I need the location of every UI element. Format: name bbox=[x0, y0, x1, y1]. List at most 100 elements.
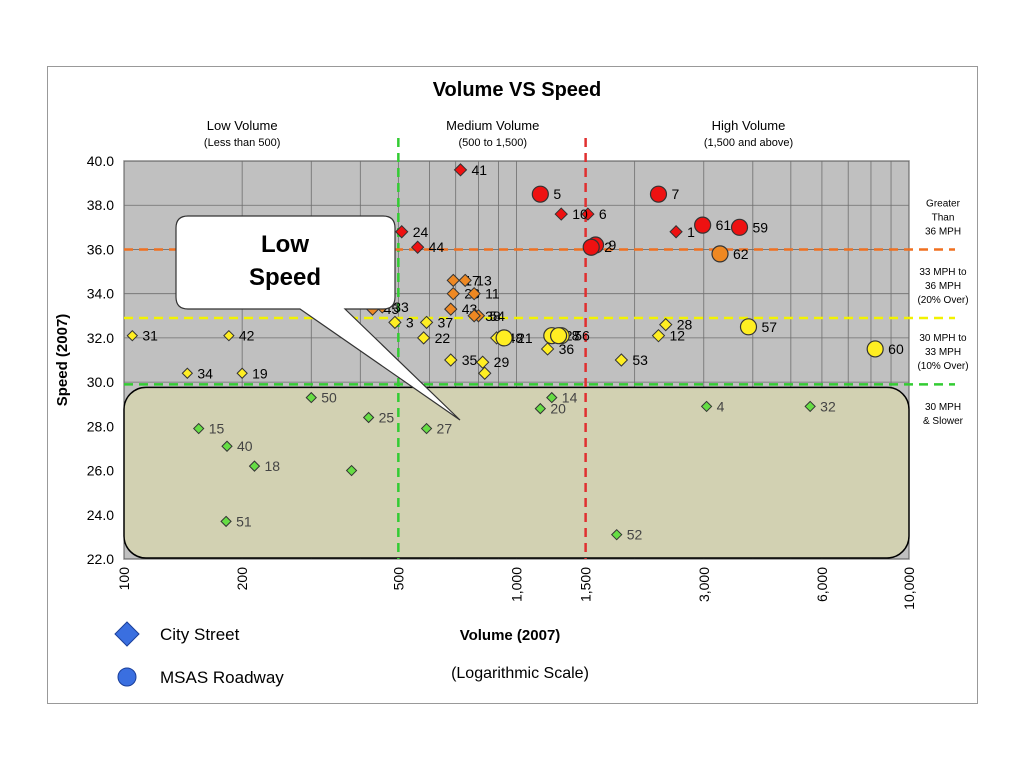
speed-zone-label: 30 MPH bbox=[925, 402, 961, 413]
legend-label: City Street bbox=[160, 625, 240, 644]
data-point-diamond bbox=[395, 225, 409, 239]
data-point-label: 27 bbox=[437, 421, 453, 437]
data-point-label: 5 bbox=[553, 186, 561, 202]
data-point-circle bbox=[549, 327, 568, 345]
data-point-label: 34 bbox=[197, 365, 213, 381]
x-tick-label: 3,000 bbox=[696, 567, 712, 602]
callout-bubble bbox=[175, 215, 461, 421]
data-point-diamond bbox=[659, 317, 673, 332]
y-tick-label: 32.0 bbox=[87, 330, 114, 346]
speed-zone-label: & Slower bbox=[923, 416, 964, 427]
volume-zone-subtitle: (1,500 and above) bbox=[704, 137, 793, 149]
data-point-label: 17 bbox=[464, 272, 480, 288]
data-point-label: 42 bbox=[239, 328, 255, 344]
speed-zone-label: 36 MPH bbox=[925, 226, 961, 237]
data-point-label: 53 bbox=[632, 352, 648, 368]
speed-zone-label: (20% Over) bbox=[917, 295, 968, 306]
data-point-label: 4 bbox=[717, 398, 725, 414]
data-point-circle bbox=[711, 245, 729, 263]
x-axis-label: Volume (2007) bbox=[460, 627, 561, 644]
data-point-circle bbox=[694, 216, 712, 234]
data-point-label: 44 bbox=[429, 239, 445, 255]
legend: City Street MSAS Roadway bbox=[114, 621, 284, 687]
data-point-diamond bbox=[220, 515, 232, 528]
data-point-diamond bbox=[388, 315, 402, 330]
x-tick-label: 100 bbox=[116, 567, 132, 591]
data-point-label: 59 bbox=[753, 219, 769, 235]
callout-text: Low bbox=[261, 231, 309, 258]
data-point-label: 15 bbox=[209, 421, 225, 437]
data-point-diamond bbox=[236, 367, 248, 379]
data-point-diamond bbox=[614, 353, 629, 367]
speed-zone-label: 36 MPH bbox=[925, 281, 961, 292]
y-tick-label: 38.0 bbox=[87, 197, 114, 213]
volume-zone-title: Medium Volume bbox=[446, 118, 539, 133]
plot-area: 22.0 24.0 26.0 28.0 30.0 32.0 34.0 36.0 38.0 40.0… bbox=[87, 118, 969, 610]
data-point-label: 9 bbox=[609, 237, 617, 253]
speed-zone-label: 30 MPH to bbox=[919, 333, 967, 344]
data-point-diamond bbox=[458, 273, 472, 288]
data-point-label: 50 bbox=[321, 390, 337, 406]
data-point-diamond bbox=[446, 286, 460, 301]
data-point-diamond bbox=[420, 422, 433, 435]
data-point-diamond bbox=[192, 422, 205, 435]
x-tick-label: 200 bbox=[234, 567, 250, 591]
y-tick-label: 28.0 bbox=[87, 418, 114, 434]
data-point-label: 25 bbox=[379, 409, 395, 425]
data-point-diamond bbox=[419, 315, 434, 330]
data-point-diamond bbox=[305, 391, 317, 404]
data-point-label: 8 bbox=[572, 328, 580, 344]
y-tick-label: 36.0 bbox=[87, 241, 114, 257]
data-point-circle bbox=[649, 185, 668, 203]
y-tick-label: 30.0 bbox=[87, 374, 114, 390]
data-point-diamond bbox=[453, 163, 468, 177]
volume-zone-title: Low Volume bbox=[207, 118, 278, 133]
data-point-label: 13 bbox=[476, 272, 492, 288]
data-point-label: 54 bbox=[489, 308, 505, 324]
chart-title: Volume VS Speed bbox=[433, 79, 602, 101]
data-point-label: 18 bbox=[264, 458, 280, 474]
data-point-label: 20 bbox=[550, 401, 566, 417]
y-tick-label: 40.0 bbox=[87, 153, 114, 169]
data-point-diamond bbox=[540, 342, 555, 356]
x-tick-label: 1,500 bbox=[578, 567, 594, 602]
data-point-diamond bbox=[467, 286, 481, 301]
data-point-circle bbox=[730, 218, 749, 236]
data-point-label: 35 bbox=[462, 352, 478, 368]
data-point-diamond bbox=[467, 309, 481, 323]
x-axis-scale-note: (Logarithmic Scale) bbox=[451, 665, 589, 682]
data-point-label: 56 bbox=[574, 328, 590, 344]
data-point-diamond bbox=[362, 411, 375, 424]
speed-zone-label: 33 MPH to bbox=[919, 267, 967, 278]
y-tick-label: 26.0 bbox=[87, 463, 114, 479]
speed-zone-label: Greater bbox=[926, 198, 961, 209]
legend-marker-circle bbox=[117, 667, 137, 687]
speed-zone-label: (10% Over) bbox=[917, 361, 968, 372]
data-point-label: 40 bbox=[237, 438, 253, 454]
data-point-label: 22 bbox=[435, 330, 451, 346]
data-point-diamond bbox=[610, 528, 623, 541]
data-point-label: 61 bbox=[716, 217, 732, 233]
data-point-diamond bbox=[345, 464, 358, 477]
speed-zone-label: Than bbox=[932, 212, 955, 223]
data-point-diamond bbox=[475, 355, 490, 369]
data-point-diamond bbox=[446, 273, 460, 288]
data-point-label: 19 bbox=[252, 365, 268, 381]
data-point-diamond bbox=[651, 328, 666, 343]
callout-text: Speed bbox=[249, 264, 321, 291]
volume-zone-title: High Volume bbox=[712, 118, 786, 133]
data-point-label: 3 bbox=[406, 314, 414, 330]
data-point-diamond bbox=[221, 440, 233, 452]
data-point-label: 51 bbox=[236, 513, 252, 529]
data-point-label: 24 bbox=[413, 224, 429, 240]
data-point-diamond bbox=[416, 331, 431, 345]
data-point-diamond bbox=[444, 353, 458, 367]
data-point-diamond bbox=[126, 329, 139, 342]
x-tick-label: 10,000 bbox=[901, 567, 917, 610]
data-point-label: 1 bbox=[687, 224, 695, 240]
data-point-label: 14 bbox=[562, 390, 578, 406]
data-point-diamond bbox=[181, 367, 194, 379]
low-speed-region bbox=[123, 386, 910, 559]
y-axis-label: Speed (2007) bbox=[54, 314, 71, 407]
